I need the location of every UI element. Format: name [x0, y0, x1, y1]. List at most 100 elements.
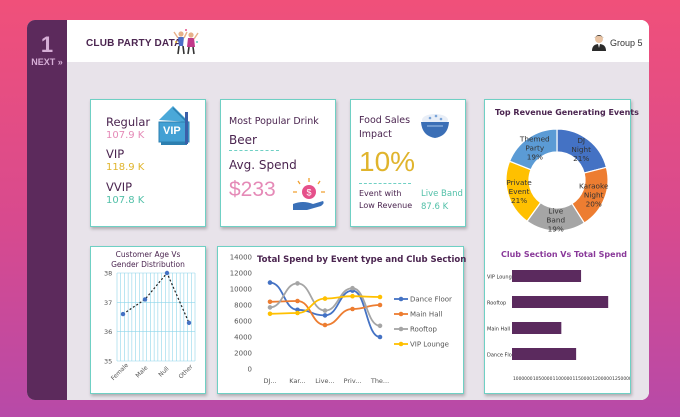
- food-divider: [359, 183, 411, 184]
- spend-point: [377, 294, 383, 300]
- spend-legend-label: Rooftop: [410, 326, 437, 334]
- donut-slice-label: 21%: [511, 196, 527, 205]
- avg-spend-label: Avg. Spend: [229, 158, 297, 172]
- spend-point: [322, 308, 328, 313]
- spend-point: [295, 310, 300, 316]
- low-revenue-label: Event with Low Revenue: [359, 189, 413, 210]
- food-impact-percent: 10%: [359, 146, 416, 177]
- vip-sign-text: VIP: [163, 125, 181, 137]
- spend-legend-marker: [398, 341, 404, 347]
- spend-point: [322, 322, 328, 328]
- bar-chart-title: Club Section Vs Total Spend: [501, 250, 628, 259]
- dashboard-frame: 1 NEXT » CLUB PARTY DATA Group 5 Regula: [27, 20, 649, 400]
- spend-card: Total Spend by Event type and Club Secti…: [217, 246, 467, 394]
- donut-slice-label: 21%: [573, 154, 589, 163]
- spend-legend-label: Dance Floor: [410, 296, 452, 304]
- spend-y-tick: 8000: [234, 302, 252, 310]
- spend-x-tick: The...: [370, 377, 389, 385]
- bar-x-tick: 1150000: [573, 376, 593, 382]
- spend-y-tick: 10000: [230, 286, 252, 294]
- age-card: Customer Age Vs Gender Distribution 38 37…: [90, 246, 206, 394]
- food-bowl-icon: [421, 114, 449, 138]
- spend-y-tick: 4000: [234, 334, 252, 342]
- donut-slice-label: 19%: [548, 224, 564, 233]
- spend-point: [322, 296, 328, 301]
- spend-point: [377, 323, 383, 329]
- page-number: 1: [40, 32, 54, 57]
- donut-slice-label: Party: [525, 143, 544, 152]
- age-x-tick: Other: [177, 363, 194, 380]
- spend-y-tick: 0: [248, 366, 252, 374]
- spend-point: [267, 311, 273, 317]
- bar-chart: VIP Lounge Rooftop Main Hall Dance Floor 100…: [487, 270, 630, 382]
- bar-category-label: Dance Floor: [487, 353, 518, 359]
- spend-y-tick: 14000: [230, 254, 252, 262]
- donut-slice-label: Band: [546, 215, 565, 224]
- donut-slice-label: DJ: [577, 136, 585, 145]
- tier-vip-label: VIP: [106, 147, 125, 161]
- spend-chart-title: Total Spend by Event type and Club Secti…: [257, 255, 467, 265]
- donut-slice-label: 19%: [527, 152, 543, 161]
- donut-slice-label: 20%: [586, 200, 602, 209]
- age-y-tick: 35: [104, 358, 112, 366]
- food-impact-title: Food Sales Impact: [359, 115, 411, 140]
- spend-point: [377, 334, 383, 340]
- party-people-icon: [173, 29, 199, 55]
- bar-x-tick: 1100000: [553, 376, 573, 382]
- bar-x-tick: 1050000: [533, 376, 553, 382]
- dashboard-content: Regular 107.9 K VIP 118.9 K VVIP 107.8 K…: [67, 62, 649, 400]
- donut-slice-label: Karaoke: [579, 182, 609, 191]
- donut-slice-label: Night: [584, 191, 604, 200]
- spend-point: [350, 293, 355, 299]
- spend-y-tick: 2000: [234, 350, 252, 358]
- bar-x-tick: 1000000: [513, 376, 533, 382]
- bar-category-label: Rooftop: [487, 301, 506, 307]
- age-point: [120, 311, 126, 317]
- bar-x-tick: 1200000: [592, 376, 612, 382]
- side-rail: 1 NEXT »: [27, 20, 67, 400]
- spend-x-tick: DJ...: [263, 377, 276, 385]
- spend-point: [267, 299, 273, 305]
- vip-sign-icon: [158, 106, 190, 145]
- spend-y-tick: 6000: [234, 318, 252, 326]
- donut-slice-label: Night: [571, 145, 591, 154]
- header-bar: CLUB PARTY DATA Group 5: [67, 20, 649, 62]
- spend-x-tick: Live...: [315, 377, 334, 385]
- spend-point: [267, 305, 273, 310]
- tier-vip-value: 118.9 K: [106, 162, 145, 173]
- spend-legend-marker: [398, 296, 404, 302]
- spend-point: [350, 306, 355, 312]
- spend-legend-marker: [398, 311, 404, 317]
- spend-line-chart: 14000 12000 10000 8000 6000 4000 2000 0 DJ... Kar…: [230, 254, 452, 386]
- tier-regular-value: 107.9 K: [106, 130, 145, 141]
- avg-spend-value: $233: [229, 178, 276, 201]
- next-button[interactable]: NEXT »: [31, 57, 63, 67]
- revenue-card: Top Revenue Generating Events DJ Night 21%…: [484, 99, 639, 394]
- drink-divider: [229, 150, 279, 151]
- tier-vvip-value: 107.8 K: [106, 195, 145, 206]
- age-x-tick: Null: [157, 365, 170, 378]
- bar: [512, 322, 562, 334]
- tier-vvip-label: VVIP: [106, 180, 133, 194]
- money-hand-icon: $: [293, 178, 325, 210]
- user-avatar-icon: [592, 35, 606, 51]
- spend-point: [295, 281, 300, 286]
- tier-regular-label: Regular: [106, 115, 151, 129]
- age-point: [164, 270, 170, 276]
- spend-point: [267, 280, 273, 285]
- donut-slice-label: Event: [509, 187, 530, 196]
- bar-x-tick: 1250000: [612, 376, 630, 382]
- spend-point: [350, 285, 355, 291]
- spend-x-tick: Kar...: [289, 377, 305, 385]
- donut-chart-title: Top Revenue Generating Events: [495, 108, 639, 117]
- bar-category-label: VIP Lounge: [487, 275, 515, 281]
- spend-y-tick: 12000: [230, 270, 252, 278]
- donut-chart: DJNight21%KaraokeNight20%LiveBand19%Priv…: [505, 128, 609, 233]
- spend-legend-label: VIP Lounge: [410, 341, 449, 349]
- spend-point: [295, 298, 300, 304]
- tier-card: Regular 107.9 K VIP 118.9 K VVIP 107.8 K…: [90, 99, 206, 227]
- svg-text:$: $: [306, 188, 311, 198]
- age-y-tick: 38: [104, 270, 112, 278]
- spend-legend-label: Main Hall: [410, 311, 442, 319]
